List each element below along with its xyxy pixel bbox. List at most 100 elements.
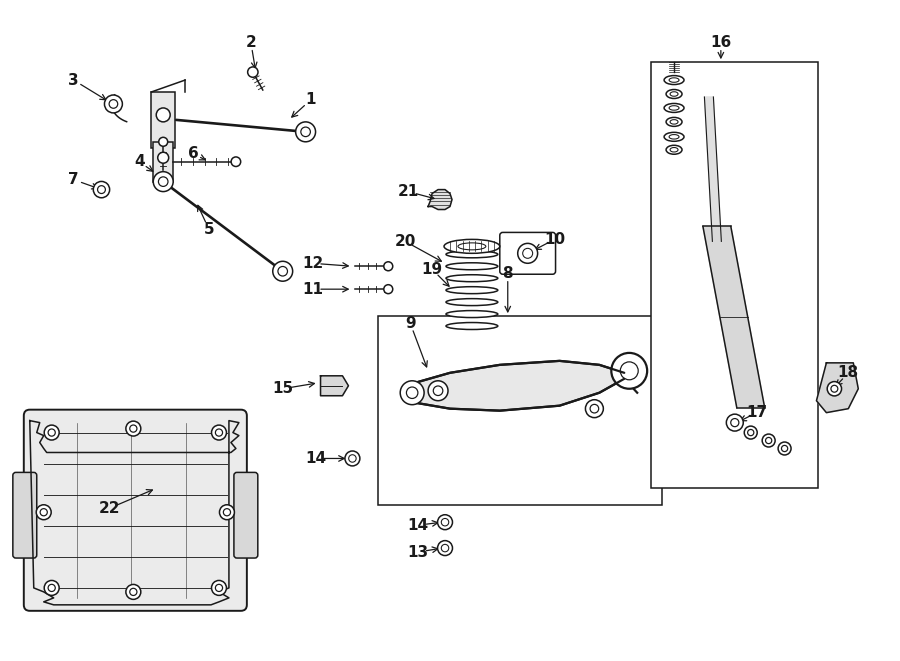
Circle shape [428,381,448,401]
FancyBboxPatch shape [500,233,555,274]
Circle shape [158,177,168,186]
Circle shape [731,418,739,426]
Circle shape [748,430,754,436]
Circle shape [441,545,449,552]
Circle shape [726,414,743,431]
Circle shape [153,172,173,192]
Circle shape [158,152,168,163]
Polygon shape [320,376,348,396]
Circle shape [278,266,287,276]
Text: 19: 19 [421,262,443,277]
Ellipse shape [446,251,498,258]
Circle shape [36,505,51,520]
Circle shape [437,515,453,529]
Circle shape [212,425,227,440]
FancyBboxPatch shape [13,473,37,558]
Circle shape [248,67,258,77]
Circle shape [44,580,59,596]
Circle shape [407,387,418,399]
Circle shape [130,425,137,432]
Text: 12: 12 [302,256,323,271]
Ellipse shape [664,75,684,85]
Circle shape [383,285,392,293]
Circle shape [130,588,137,596]
Circle shape [301,127,310,137]
Circle shape [348,455,356,462]
Text: 14: 14 [305,451,326,466]
Polygon shape [30,420,238,605]
Circle shape [620,362,638,380]
Circle shape [109,100,118,108]
Ellipse shape [670,92,678,97]
Circle shape [104,95,122,113]
Circle shape [157,108,170,122]
Ellipse shape [666,145,682,154]
Ellipse shape [666,89,682,98]
Polygon shape [816,363,859,412]
Text: 17: 17 [746,405,768,420]
Circle shape [212,580,227,596]
Bar [652,62,818,488]
Circle shape [345,451,360,466]
Ellipse shape [446,263,498,270]
Text: 5: 5 [203,222,214,237]
Bar [378,316,662,505]
FancyBboxPatch shape [234,473,257,558]
Text: 2: 2 [246,35,256,50]
Text: 18: 18 [838,366,859,380]
Ellipse shape [446,299,498,305]
Text: 7: 7 [68,172,79,187]
Circle shape [441,518,449,526]
Ellipse shape [446,323,498,329]
Circle shape [778,442,791,455]
Polygon shape [428,190,452,210]
Ellipse shape [664,104,684,112]
Circle shape [215,429,222,436]
Ellipse shape [669,135,679,139]
FancyBboxPatch shape [23,410,247,611]
Text: 1: 1 [305,93,316,108]
Text: 9: 9 [405,315,416,330]
Text: 15: 15 [272,381,293,396]
Circle shape [40,509,48,516]
Ellipse shape [670,147,678,152]
Text: 13: 13 [408,545,428,560]
Circle shape [827,381,842,396]
Ellipse shape [669,106,679,110]
Text: 8: 8 [502,266,513,281]
Ellipse shape [670,120,678,124]
Text: 20: 20 [394,234,416,249]
Text: 6: 6 [188,146,199,161]
Circle shape [781,446,788,451]
Circle shape [158,137,167,146]
Text: 14: 14 [408,518,428,533]
Circle shape [94,181,110,198]
Circle shape [585,400,603,418]
Circle shape [762,434,775,447]
Circle shape [273,261,292,281]
Circle shape [223,509,230,516]
Circle shape [126,584,140,600]
Circle shape [296,122,316,142]
Text: 4: 4 [134,154,145,169]
Circle shape [831,385,838,392]
Circle shape [523,249,533,258]
Polygon shape [705,97,722,241]
Circle shape [766,438,772,444]
Circle shape [518,243,537,263]
Circle shape [433,386,443,395]
Circle shape [126,421,140,436]
Circle shape [44,425,59,440]
Ellipse shape [444,239,500,253]
Text: 11: 11 [302,282,323,297]
Text: 10: 10 [544,232,565,247]
Circle shape [590,405,598,413]
Ellipse shape [458,243,486,250]
Bar [153,142,173,182]
Polygon shape [703,227,765,408]
Text: 21: 21 [398,184,418,199]
Circle shape [744,426,757,439]
Circle shape [231,157,240,167]
Ellipse shape [446,275,498,282]
Circle shape [437,541,453,555]
